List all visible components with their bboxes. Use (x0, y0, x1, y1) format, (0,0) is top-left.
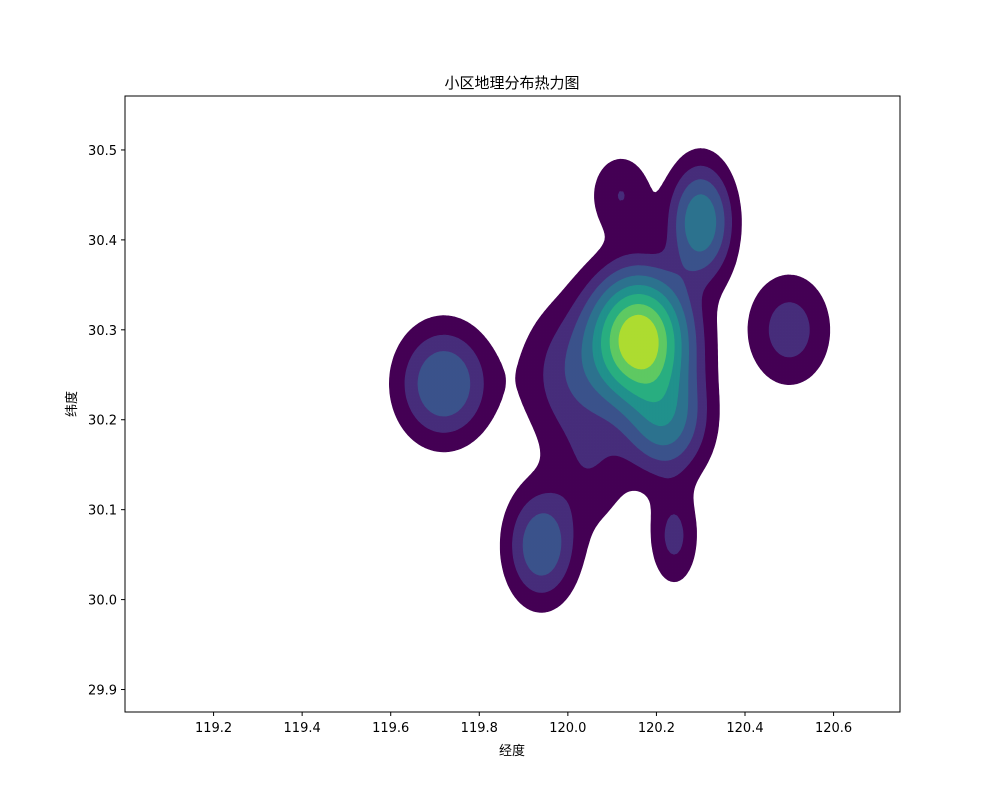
y-axis-title: 纬度 (64, 391, 80, 417)
x-tick-label: 119.8 (461, 721, 498, 736)
y-tick-label: 30.1 (88, 504, 117, 519)
y-tick-label: 30.5 (88, 144, 117, 159)
x-tick-label: 119.6 (372, 721, 409, 736)
x-tick-label: 120.2 (638, 721, 675, 736)
x-tick-label: 120.0 (549, 721, 586, 736)
x-axis-ticks: 119.2 119.4 119.6 119.8 120.0 120.2 120.4 120.6 (195, 712, 852, 736)
x-tick-label: 120.6 (815, 721, 852, 736)
x-axis-title: 经度 (499, 743, 525, 759)
density-contour-band-8 (618, 314, 659, 370)
x-tick-label: 119.2 (195, 721, 232, 736)
y-tick-label: 30.4 (88, 234, 117, 249)
chart-title: 小区地理分布热力图 (444, 74, 579, 92)
x-tick-label: 119.4 (284, 721, 321, 736)
x-tick-label: 120.4 (726, 721, 763, 736)
density-contours (388, 148, 831, 613)
y-axis-ticks: 29.9 30.0 30.1 30.2 30.3 30.4 30.5 (88, 144, 125, 699)
plot-area-frame (124, 95, 901, 713)
y-tick-label: 30.3 (88, 324, 117, 339)
y-tick-label: 29.9 (88, 684, 117, 699)
y-tick-label: 30.0 (88, 594, 117, 609)
y-tick-label: 30.2 (88, 414, 117, 429)
